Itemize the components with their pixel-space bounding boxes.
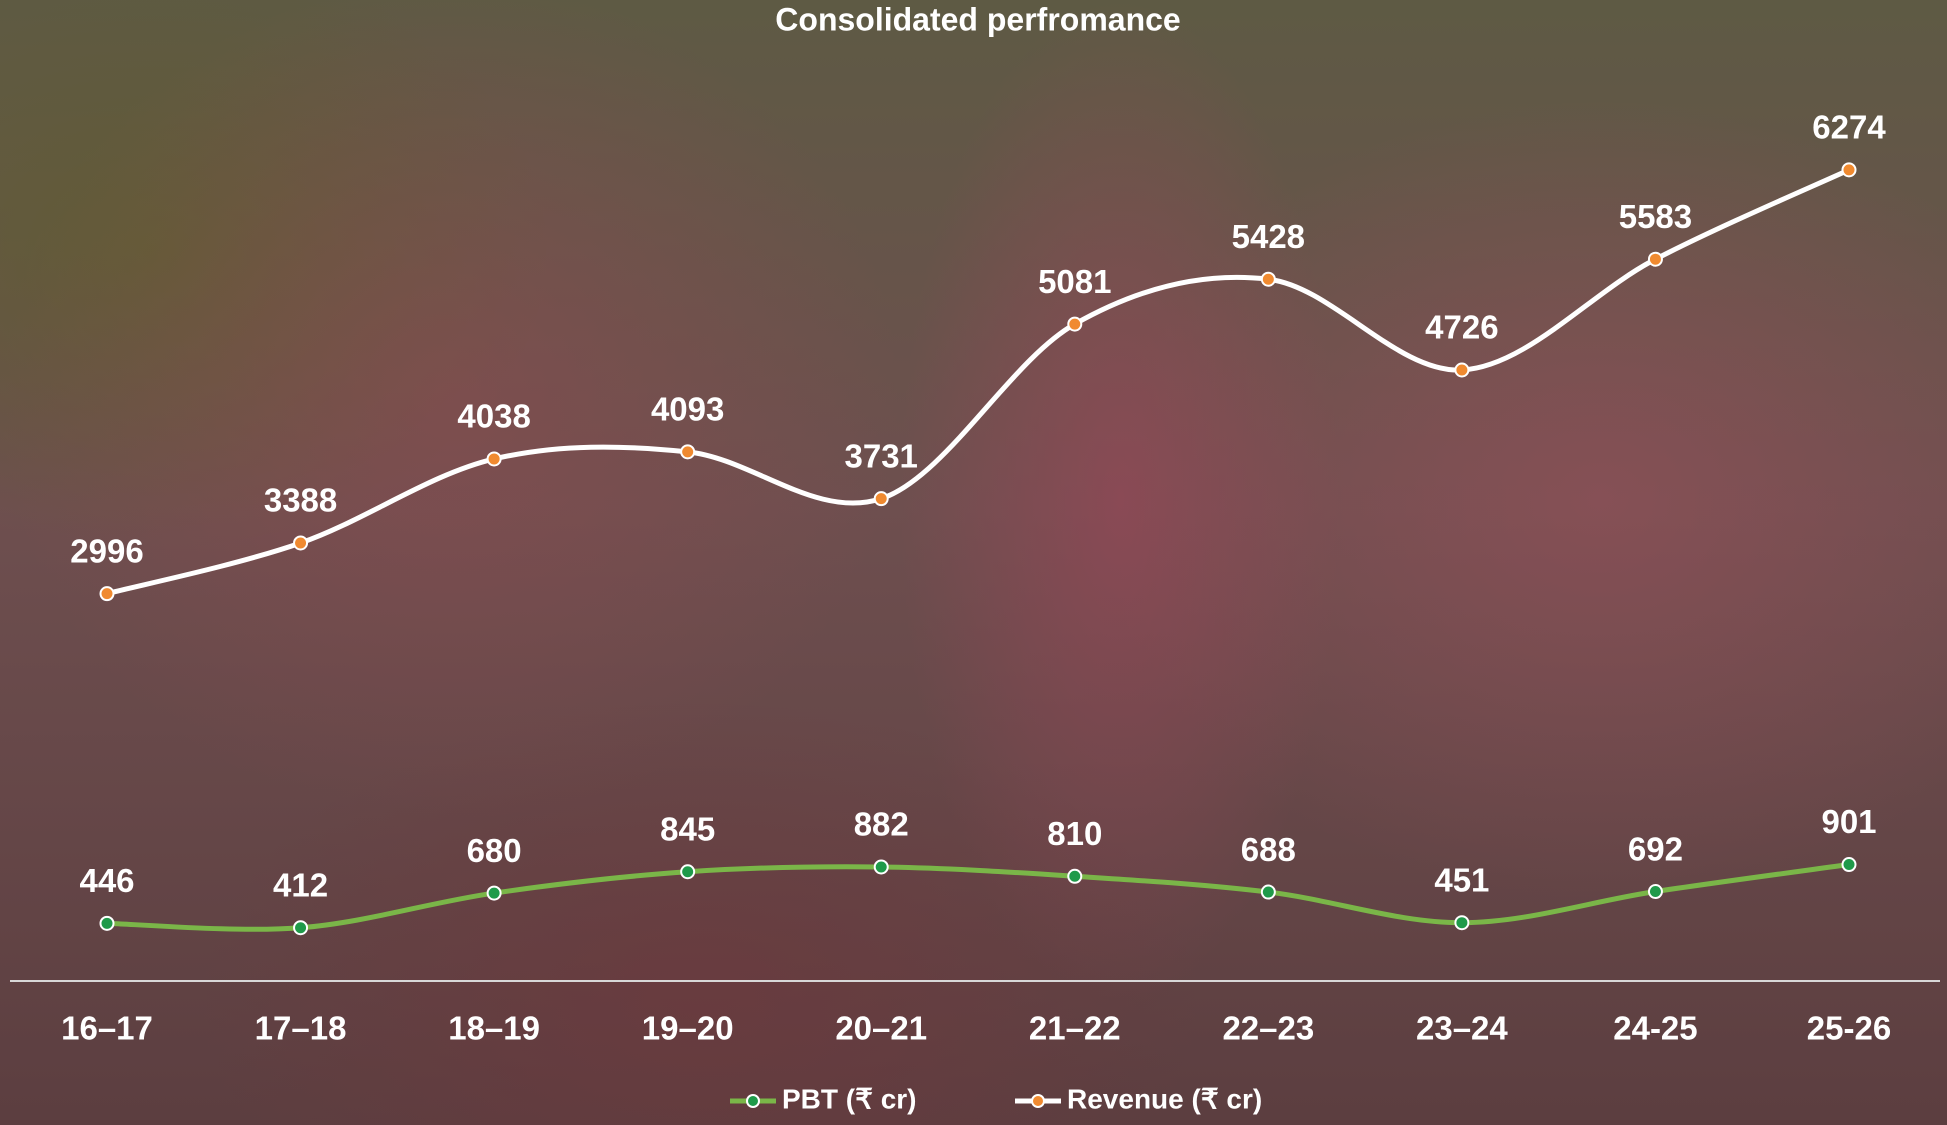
- data-point: [873, 491, 889, 507]
- data-point: [873, 859, 889, 875]
- x-tick-label: 16–17: [61, 1010, 153, 1047]
- legend-label: Revenue (₹ cr): [1067, 1083, 1262, 1114]
- data-point: [1067, 316, 1083, 332]
- data-label: 6274: [1812, 109, 1886, 146]
- chart-title: Consolidated perfromance: [775, 1, 1180, 37]
- data-label: 4093: [651, 391, 724, 428]
- data-label: 451: [1434, 861, 1489, 898]
- x-tick-label: 18–19: [448, 1010, 540, 1047]
- x-tick-label: 21–22: [1029, 1010, 1121, 1047]
- data-label: 4038: [457, 398, 530, 435]
- data-label: 688: [1241, 831, 1296, 868]
- data-label: 5583: [1619, 198, 1692, 235]
- data-point: [1841, 857, 1857, 873]
- data-label: 680: [467, 832, 522, 869]
- data-label: 446: [79, 862, 134, 899]
- data-label: 5428: [1232, 218, 1305, 255]
- data-point: [1454, 362, 1470, 378]
- legend-label: PBT (₹ cr): [782, 1083, 917, 1114]
- data-point: [1067, 868, 1083, 884]
- data-label: 810: [1047, 815, 1102, 852]
- data-point: [99, 586, 115, 602]
- data-label: 5081: [1038, 263, 1111, 300]
- data-point: [1454, 915, 1470, 931]
- data-label: 3731: [845, 437, 918, 474]
- data-point: [1647, 251, 1663, 267]
- legend-marker: [746, 1094, 760, 1108]
- series-line: [106, 862, 1850, 932]
- x-tick-label: 17–18: [255, 1010, 347, 1047]
- x-tick-label: 22–23: [1222, 1010, 1314, 1047]
- x-tick-label: 20–21: [835, 1010, 927, 1047]
- data-label: 692: [1628, 830, 1683, 867]
- data-point: [293, 535, 309, 551]
- data-point: [293, 920, 309, 936]
- data-point: [1260, 271, 1276, 287]
- data-point: [1841, 162, 1857, 178]
- data-point: [486, 451, 502, 467]
- x-tick-label: 25-26: [1807, 1010, 1891, 1047]
- data-label: 3388: [264, 482, 337, 519]
- data-label: 882: [854, 806, 909, 843]
- x-tick-label: 23–24: [1416, 1010, 1508, 1047]
- data-label: 901: [1821, 803, 1876, 840]
- data-point: [1647, 884, 1663, 900]
- series-line: [106, 167, 1851, 597]
- data-point: [680, 864, 696, 880]
- data-label: 412: [273, 866, 328, 903]
- data-label: 2996: [70, 532, 143, 569]
- data-label: 845: [660, 810, 715, 847]
- data-point: [680, 444, 696, 460]
- data-point: [1260, 884, 1276, 900]
- data-label: 4726: [1425, 309, 1498, 346]
- legend-marker: [1031, 1094, 1045, 1108]
- x-tick-label: 19–20: [642, 1010, 734, 1047]
- x-tick-label: 24-25: [1613, 1010, 1697, 1047]
- data-point: [99, 915, 115, 931]
- data-point: [486, 885, 502, 901]
